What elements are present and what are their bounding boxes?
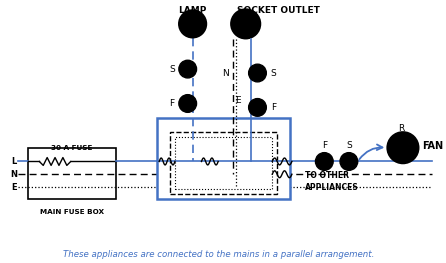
- Text: 30 A FUSE: 30 A FUSE: [51, 145, 92, 151]
- Circle shape: [315, 153, 333, 170]
- Bar: [157, 118, 290, 199]
- Text: R: R: [398, 124, 404, 133]
- Text: E: E: [11, 183, 17, 191]
- Text: N: N: [10, 170, 17, 179]
- Text: MAIN FUSE BOX: MAIN FUSE BOX: [40, 209, 104, 215]
- Text: LAMP: LAMP: [178, 6, 207, 15]
- Circle shape: [340, 153, 358, 170]
- Text: S: S: [346, 141, 352, 150]
- Circle shape: [231, 9, 260, 39]
- Text: SOCKET OUTLET: SOCKET OUTLET: [237, 6, 319, 15]
- Text: ?: ?: [256, 103, 260, 112]
- Text: L: L: [11, 157, 17, 166]
- Circle shape: [387, 132, 419, 163]
- Text: S: S: [169, 65, 175, 74]
- Text: TO OTHER
APPLIANCES: TO OTHER APPLIANCES: [305, 171, 359, 191]
- Text: ?: ?: [186, 99, 190, 108]
- Circle shape: [179, 95, 197, 112]
- Circle shape: [400, 145, 406, 150]
- Circle shape: [179, 10, 206, 38]
- Bar: [170, 132, 277, 194]
- Text: FAN: FAN: [423, 141, 444, 151]
- Bar: [175, 137, 272, 189]
- Bar: [28, 148, 116, 199]
- Circle shape: [248, 99, 266, 116]
- Text: F: F: [271, 103, 276, 112]
- Text: F: F: [322, 141, 327, 150]
- Circle shape: [179, 60, 197, 78]
- Text: S: S: [270, 69, 276, 78]
- Text: N: N: [222, 69, 228, 78]
- Text: These appliances are connected to the mains in a parallel arrangement.: These appliances are connected to the ma…: [63, 250, 375, 259]
- Circle shape: [248, 64, 266, 82]
- Text: E: E: [235, 96, 241, 105]
- Circle shape: [243, 14, 249, 21]
- Text: F: F: [169, 99, 174, 108]
